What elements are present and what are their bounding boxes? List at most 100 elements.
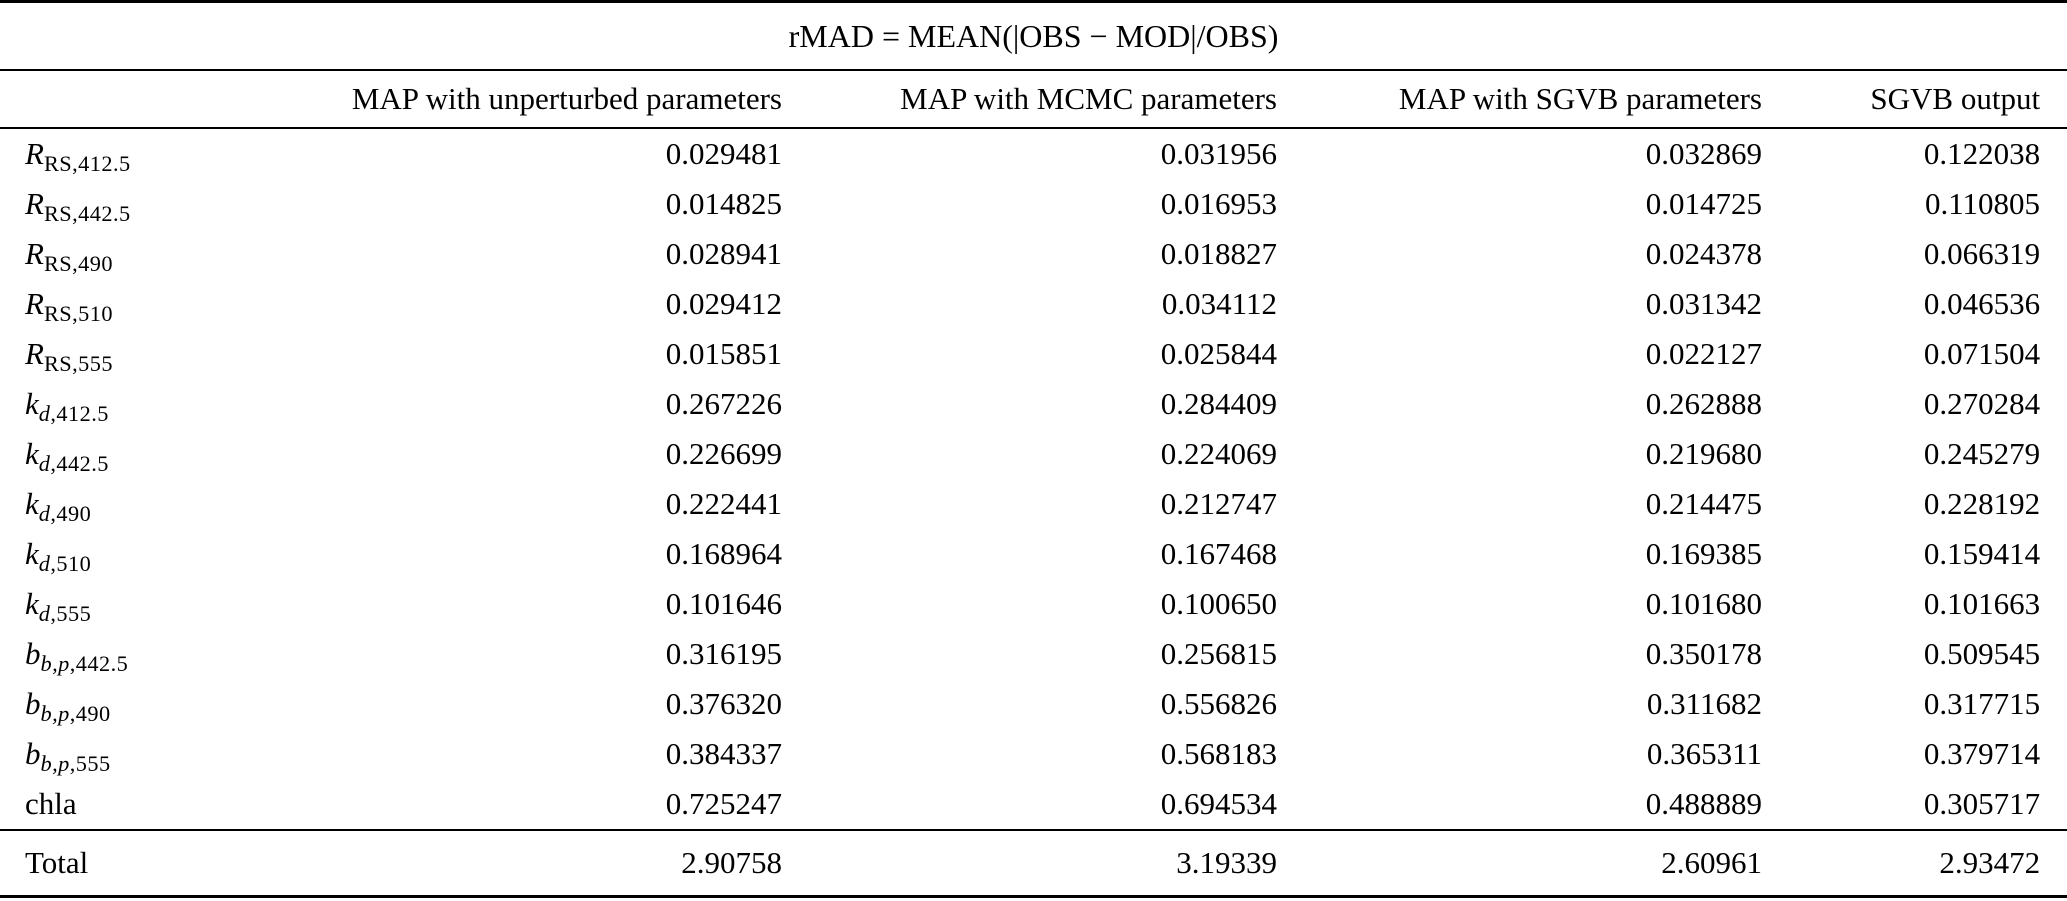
cell-value: 0.317715 bbox=[1923, 686, 2041, 721]
row-label-part: d bbox=[38, 500, 51, 526]
row-label-part: RS,490 bbox=[43, 250, 113, 276]
header-row: MAP with unperturbed parameters MAP with … bbox=[0, 70, 2067, 129]
cell-value: 0.509545 bbox=[1923, 636, 2041, 671]
cell-value: 0.168964 bbox=[665, 536, 782, 571]
row-label: kd,490 bbox=[0, 479, 248, 529]
cell-value: 0.029412 bbox=[665, 286, 782, 321]
cell-value: 0.311682 bbox=[1646, 686, 1762, 721]
total-label: Total bbox=[0, 829, 248, 898]
table-row: RRS,412.5 0.029481 0.031956 0.032869 0.12203… bbox=[0, 128, 2067, 179]
cell-value: 0.694534 bbox=[1160, 786, 1277, 821]
cell-value: 0.226699 bbox=[665, 436, 782, 471]
cell-value: 0.022127 bbox=[1645, 336, 1762, 371]
row-label-part: ,490 bbox=[69, 700, 111, 726]
cell-value: 0.029481 bbox=[665, 136, 782, 171]
total-row: Total 2.90758 3.19339 2.60961 2.93472 bbox=[0, 829, 2067, 898]
table-row: RRS,555 0.015851 0.025844 0.022127 0.071504 bbox=[0, 329, 2067, 379]
row-label-part: chla bbox=[25, 786, 77, 821]
column-header-4: SGVB output bbox=[1770, 70, 2067, 129]
cell-value: 0.376320 bbox=[665, 686, 782, 721]
cell-value: 0.245279 bbox=[1923, 436, 2041, 471]
cell-value: 0.379714 bbox=[1923, 736, 2041, 771]
cell-value: 0.270284 bbox=[1923, 386, 2041, 421]
cell-value: 0.556826 bbox=[1160, 686, 1277, 721]
total-value: 2.93472 bbox=[1770, 829, 2067, 898]
cell-value: 0.025844 bbox=[1160, 336, 1277, 371]
cell-value: 0.305717 bbox=[1923, 786, 2041, 821]
table-title: rMAD = MEAN(|OBS − MOD|/OBS) bbox=[0, 0, 2067, 71]
cell-value: 0.034112 bbox=[1161, 286, 1277, 321]
row-label: kd,510 bbox=[0, 529, 248, 579]
cell-value: 0.046536 bbox=[1923, 286, 2041, 321]
cell-value: 0.100650 bbox=[1160, 586, 1277, 621]
row-label-part: b bbox=[25, 636, 41, 671]
cell-value: 0.169385 bbox=[1645, 536, 1762, 571]
table-row: kd,442.5 0.226699 0.224069 0.219680 0.245279 bbox=[0, 429, 2067, 479]
row-label-part: ,490 bbox=[50, 500, 92, 526]
cell-value: 0.256815 bbox=[1160, 636, 1277, 671]
table-row: bb,p,442.5 0.316195 0.256815 0.350178 0.5095… bbox=[0, 629, 2067, 679]
row-label-part: ,442.5 bbox=[69, 650, 129, 676]
row-label: bb,p,490 bbox=[0, 679, 248, 729]
row-label-part: ,510 bbox=[50, 550, 92, 576]
cell-value: 0.024378 bbox=[1645, 236, 1762, 271]
total-value: 2.90758 bbox=[248, 829, 790, 898]
title-row: rMAD = MEAN(|OBS − MOD|/OBS) bbox=[0, 0, 2067, 71]
cell-value: 0.122038 bbox=[1923, 136, 2041, 171]
table-row: chla 0.725247 0.694534 0.488889 0.305717 bbox=[0, 779, 2067, 830]
total-value: 3.19339 bbox=[790, 829, 1285, 898]
row-label-part: RS,555 bbox=[43, 350, 113, 376]
cell-value: 0.031342 bbox=[1645, 286, 1762, 321]
row-label-part: R bbox=[25, 136, 44, 171]
cell-value: 0.384337 bbox=[665, 736, 782, 771]
cell-value: 0.016953 bbox=[1160, 186, 1277, 221]
cell-value: 0.222441 bbox=[665, 486, 782, 521]
cell-value: 0.014825 bbox=[665, 186, 782, 221]
total-value: 2.60961 bbox=[1285, 829, 1770, 898]
row-label: kd,412.5 bbox=[0, 379, 248, 429]
row-label-part: b bbox=[25, 736, 41, 771]
row-label-part: RS,442.5 bbox=[43, 200, 131, 226]
table-row: RRS,510 0.029412 0.034112 0.031342 0.046536 bbox=[0, 279, 2067, 329]
cell-value: 0.018827 bbox=[1160, 236, 1277, 271]
cell-value: 0.725247 bbox=[665, 786, 782, 821]
row-label-part: d bbox=[38, 450, 51, 476]
row-label-part: d bbox=[38, 600, 51, 626]
cell-value: 0.014725 bbox=[1645, 186, 1762, 221]
row-label-part: R bbox=[25, 336, 44, 371]
row-label: RRS,490 bbox=[0, 229, 248, 279]
cell-value: 0.015851 bbox=[665, 336, 782, 371]
row-label: kd,555 bbox=[0, 579, 248, 629]
cell-value: 0.066319 bbox=[1923, 236, 2041, 271]
table-row: RRS,490 0.028941 0.018827 0.024378 0.066319 bbox=[0, 229, 2067, 279]
row-label-part: ,412.5 bbox=[50, 400, 109, 426]
row-label: RRS,442.5 bbox=[0, 179, 248, 229]
table-row: kd,510 0.168964 0.167468 0.169385 0.159414 bbox=[0, 529, 2067, 579]
cell-value: 0.167468 bbox=[1160, 536, 1277, 571]
cell-value: 0.110805 bbox=[1924, 186, 2041, 221]
table-row: kd,412.5 0.267226 0.284409 0.262888 0.270284 bbox=[0, 379, 2067, 429]
row-label-part: b,p bbox=[40, 700, 70, 726]
row-label: RRS,412.5 bbox=[0, 128, 248, 179]
cell-value: 0.568183 bbox=[1160, 736, 1277, 771]
cell-value: 0.101646 bbox=[665, 586, 782, 621]
column-header-1: MAP with unperturbed parameters bbox=[248, 70, 790, 129]
row-label: bb,p,442.5 bbox=[0, 629, 248, 679]
row-label-part: k bbox=[25, 386, 39, 421]
table-row: RRS,442.5 0.014825 0.016953 0.014725 0.11080… bbox=[0, 179, 2067, 229]
table-row: bb,p,555 0.384337 0.568183 0.365311 0.379714 bbox=[0, 729, 2067, 779]
row-label: chla bbox=[0, 779, 248, 830]
row-label-part: ,555 bbox=[50, 600, 92, 626]
row-label-part: RS,510 bbox=[43, 300, 113, 326]
cell-value: 0.159414 bbox=[1923, 536, 2041, 571]
row-label-part: k bbox=[25, 536, 39, 571]
cell-value: 0.267226 bbox=[665, 386, 782, 421]
row-label: kd,442.5 bbox=[0, 429, 248, 479]
row-label: RRS,510 bbox=[0, 279, 248, 329]
cell-value: 0.101663 bbox=[1923, 586, 2041, 621]
cell-value: 0.488889 bbox=[1645, 786, 1762, 821]
row-label: bb,p,555 bbox=[0, 729, 248, 779]
cell-value: 0.031956 bbox=[1160, 136, 1277, 171]
row-label-part: b,p bbox=[40, 750, 70, 776]
